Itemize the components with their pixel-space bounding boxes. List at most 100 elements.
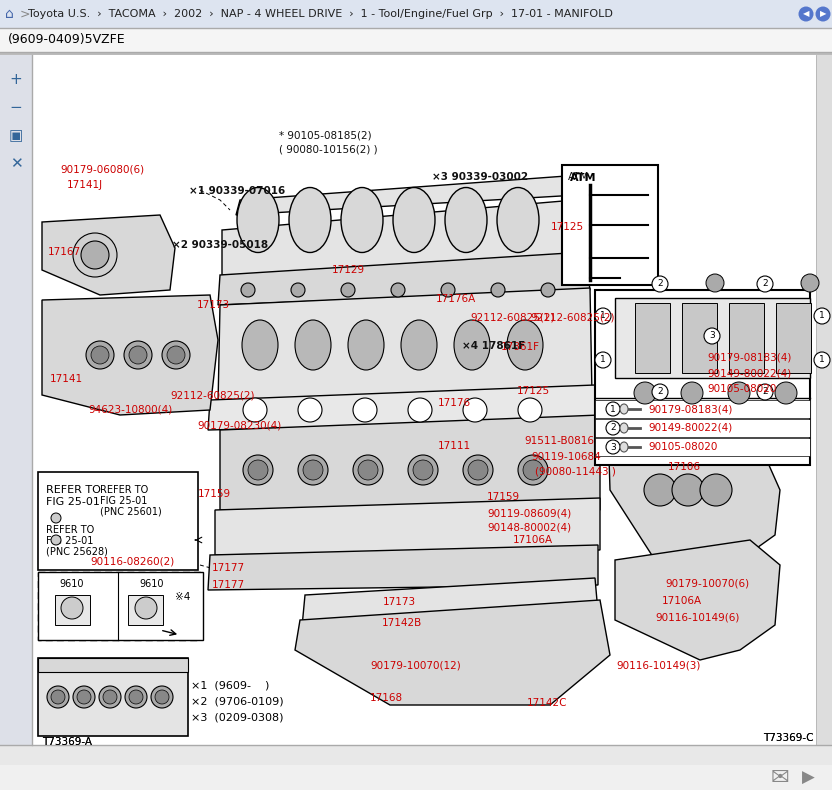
- Text: 17167: 17167: [48, 247, 82, 257]
- Text: REFER TO: REFER TO: [46, 485, 101, 495]
- Text: 3: 3: [610, 442, 616, 452]
- Bar: [128, 595, 163, 625]
- Text: 90179-10070(6): 90179-10070(6): [665, 578, 749, 588]
- Polygon shape: [215, 498, 600, 555]
- Text: 17142C: 17142C: [527, 698, 567, 708]
- Circle shape: [73, 233, 117, 277]
- Text: 9610: 9610: [60, 579, 84, 589]
- Circle shape: [491, 283, 505, 297]
- Circle shape: [463, 398, 487, 422]
- Text: ×3 90339-03002: ×3 90339-03002: [432, 172, 528, 182]
- Circle shape: [103, 690, 117, 704]
- Text: 90105-08020: 90105-08020: [648, 442, 717, 452]
- Circle shape: [241, 283, 255, 297]
- Circle shape: [814, 308, 830, 324]
- Circle shape: [408, 398, 432, 422]
- Circle shape: [51, 513, 61, 523]
- Circle shape: [815, 6, 830, 21]
- Bar: [0, 55, 32, 745]
- Circle shape: [518, 455, 548, 485]
- Circle shape: [91, 346, 109, 364]
- Text: 17159: 17159: [487, 492, 520, 502]
- Circle shape: [73, 686, 95, 708]
- Text: 17142B: 17142B: [382, 618, 423, 628]
- Circle shape: [595, 352, 611, 368]
- Text: 9610: 9610: [140, 579, 164, 589]
- Text: ×4 17861F: ×4 17861F: [462, 341, 525, 351]
- Text: Toyota U.S.  ›  TACOMA  ›  2002  ›  NAP - 4 WHEEL DRIVE  ›  1 - Tool/Engine/Fuel: Toyota U.S. › TACOMA › 2002 › NAP - 4 WH…: [28, 9, 613, 19]
- Text: 94623-10800(4): 94623-10800(4): [88, 404, 172, 414]
- Ellipse shape: [620, 404, 628, 414]
- Circle shape: [468, 460, 488, 480]
- Bar: [38, 658, 188, 736]
- Bar: [38, 658, 188, 672]
- Bar: [816, 55, 832, 745]
- Circle shape: [151, 686, 173, 708]
- Bar: [729, 303, 764, 373]
- Text: 17141: 17141: [50, 374, 83, 384]
- Polygon shape: [608, 415, 780, 570]
- Circle shape: [353, 455, 383, 485]
- Text: 17129: 17129: [332, 265, 365, 275]
- Circle shape: [681, 382, 703, 404]
- Bar: [776, 303, 811, 373]
- Circle shape: [775, 382, 797, 404]
- Text: 90148-80002(4): 90148-80002(4): [487, 522, 571, 532]
- Ellipse shape: [341, 187, 383, 253]
- Polygon shape: [220, 415, 600, 510]
- Circle shape: [341, 283, 355, 297]
- Text: ATM: ATM: [570, 173, 597, 183]
- Text: 92112-60825(2): 92112-60825(2): [530, 313, 615, 323]
- Text: T73369-A: T73369-A: [42, 737, 92, 747]
- Polygon shape: [615, 298, 810, 378]
- Text: >: >: [20, 7, 31, 21]
- Circle shape: [298, 398, 322, 422]
- Text: (90080-11443 ): (90080-11443 ): [535, 467, 616, 477]
- Circle shape: [135, 597, 157, 619]
- Circle shape: [81, 241, 109, 269]
- Polygon shape: [222, 200, 580, 275]
- Circle shape: [814, 352, 830, 368]
- Circle shape: [47, 686, 69, 708]
- Text: 90179-10070(12): 90179-10070(12): [370, 660, 461, 670]
- Text: ×3  (0209-0308): ×3 (0209-0308): [191, 712, 284, 722]
- Circle shape: [51, 690, 65, 704]
- Text: (PNC 25601): (PNC 25601): [100, 507, 161, 517]
- Text: FIG 25-01: FIG 25-01: [46, 497, 100, 507]
- Circle shape: [652, 384, 668, 400]
- Text: 92112-60825(2): 92112-60825(2): [170, 390, 255, 400]
- Text: 17176: 17176: [438, 398, 471, 408]
- Circle shape: [704, 328, 720, 344]
- Text: 92112-60825(2): 92112-60825(2): [470, 312, 554, 322]
- Circle shape: [463, 455, 493, 485]
- Text: ✕: ✕: [10, 156, 22, 171]
- Ellipse shape: [445, 187, 487, 253]
- Text: 17111: 17111: [438, 441, 471, 451]
- Circle shape: [243, 398, 267, 422]
- Text: * 90105-08185(2): * 90105-08185(2): [279, 131, 372, 141]
- Text: 1: 1: [600, 356, 606, 364]
- Circle shape: [541, 283, 555, 297]
- Circle shape: [125, 686, 147, 708]
- Text: 17106A: 17106A: [662, 596, 702, 606]
- Bar: [0, 0, 832, 28]
- Text: REFER TO: REFER TO: [46, 525, 94, 535]
- Text: FIG 25-01: FIG 25-01: [100, 496, 147, 506]
- Text: ▣: ▣: [9, 129, 23, 144]
- Text: 17173: 17173: [197, 300, 230, 310]
- Text: ×1 90339-07016: ×1 90339-07016: [189, 186, 285, 196]
- Text: ※4: ※4: [175, 592, 191, 602]
- Polygon shape: [615, 540, 780, 660]
- Polygon shape: [208, 385, 597, 430]
- Bar: [0, 765, 832, 790]
- Circle shape: [353, 398, 377, 422]
- Circle shape: [408, 455, 438, 485]
- Circle shape: [801, 274, 819, 292]
- Text: 91511-B0816: 91511-B0816: [524, 436, 594, 446]
- Ellipse shape: [289, 187, 331, 253]
- Text: 90179-06080(6): 90179-06080(6): [60, 165, 144, 175]
- Text: 1: 1: [610, 404, 616, 413]
- Text: T73369-C: T73369-C: [763, 733, 814, 743]
- Text: T73369-A: T73369-A: [42, 737, 92, 747]
- Circle shape: [441, 283, 455, 297]
